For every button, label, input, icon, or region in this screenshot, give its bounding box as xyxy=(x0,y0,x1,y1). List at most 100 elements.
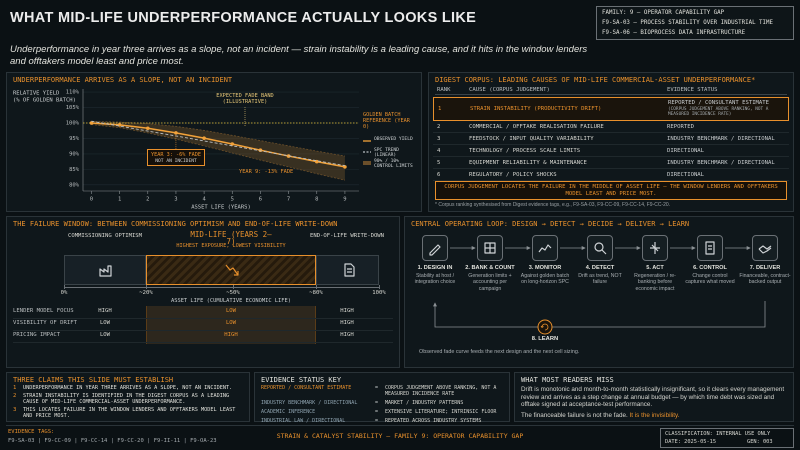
claim-text: STRAIN INSTABILITY IS IDENTIFIED IN THE … xyxy=(23,393,230,406)
cell-rank: 4 xyxy=(437,148,441,154)
step-icon-box xyxy=(642,235,668,261)
cell-rank: 5 xyxy=(437,160,441,166)
legend-label: OBSERVED YIELD xyxy=(374,137,413,142)
annotation: YEAR 3: -6% FADE xyxy=(151,152,201,158)
footer-rule xyxy=(6,425,794,426)
y-tick-label: 85% xyxy=(69,167,80,173)
row: 5 EQUIPMENT RELIABILITY & MAINTENANCE INDU… xyxy=(433,158,789,169)
row-value: HIGH xyxy=(340,320,354,326)
cell-status: DIRECTIONAL xyxy=(667,172,705,178)
conclusion-box: CORPUS JUDGEMENT LOCATES THE FAILURE IN … xyxy=(435,181,787,200)
timeline-tick xyxy=(146,285,147,289)
y-tick-label: 110% xyxy=(66,90,80,96)
annotation: YEAR 9: -13% FADE xyxy=(239,169,294,175)
timeline-axis xyxy=(64,287,379,288)
phase-segment xyxy=(64,255,146,285)
phase-title: END-OF-LIFE WRITE-DOWN xyxy=(309,233,385,239)
phase-subtitle: HIGHEST EXPOSURE, LOWEST VISIBILITY xyxy=(176,243,286,249)
data-point xyxy=(202,136,206,140)
step-label: 1. DESIGN IN xyxy=(417,265,453,271)
corpus-panel: DIGEST CORPUS: LEADING CAUSES OF MID-LIF… xyxy=(428,72,794,212)
annotation: NOT AN INCIDENT xyxy=(155,159,197,164)
key-status: INDUSTRY BENCHMARK / DIRECTIONAL xyxy=(261,400,358,406)
chart-panel: RELATIVE YIELD (% OF GOLDEN BATCH) 80% 85% 9… xyxy=(6,72,422,212)
step-label: 3. MONITOR xyxy=(528,265,562,271)
family-line: FAMILY: 9 — OPERATOR CAPABILITY GAP xyxy=(602,10,725,16)
phase-icon-glyph xyxy=(225,264,239,276)
row-value: HIGH xyxy=(340,308,354,314)
panel-title: UNDERPERFORMANCE ARRIVES AS A SLOPE, NOT… xyxy=(13,76,233,84)
y-tick-label: 100% xyxy=(66,121,80,127)
claim-text: THIS LOCATES FAILURE IN THE WINDOW LENDE… xyxy=(23,407,236,420)
date: DATE: 2025-05-15 xyxy=(665,439,717,445)
key-meaning: CORPUS JUDGEMENT ABOVE RANKING, NOT A ME… xyxy=(385,385,497,397)
step-label: 4. DETECT xyxy=(585,265,615,271)
data-point xyxy=(174,131,178,135)
reference-label: GOLDEN BATCH REFERENCE (YEAR 0) xyxy=(363,112,410,131)
step-text: Drift as trend, NOT failure xyxy=(578,273,622,286)
y-axis-note: (% OF GOLDEN BATCH) xyxy=(13,98,76,104)
chart: RELATIVE YIELD(% OF GOLDEN BATCH) 80% 85% 9… xyxy=(13,89,371,211)
x-tick-label: 1 xyxy=(118,197,121,203)
panel-title: THREE CLAIMS THIS SLIDE MUST ESTABLISH xyxy=(13,376,174,384)
paragraph: Drift is monotonic and month-to-month st… xyxy=(521,386,785,409)
step-icon-box xyxy=(477,235,503,261)
row-value: LOW xyxy=(99,320,111,326)
step-icon-box xyxy=(422,235,448,261)
cell-rank: 2 xyxy=(437,124,441,130)
column-header: RANK xyxy=(437,87,451,93)
closing-text: The financeable failure is not the fade. xyxy=(521,412,628,419)
learn-node xyxy=(537,319,553,335)
footer-center: STRAIN & CATALYST STABILITY — FAMILY 9: … xyxy=(276,432,524,440)
step-icon xyxy=(429,244,441,256)
x-tick-label: 5 xyxy=(231,197,234,203)
control-limit xyxy=(91,121,345,157)
y-tick-label: 95% xyxy=(69,136,80,142)
phase-title: MID-LIFE (YEARS 2–7) xyxy=(190,230,272,246)
cell-rank: 6 xyxy=(437,172,441,178)
row-rule xyxy=(13,330,393,331)
step-icon-glyph xyxy=(705,241,715,255)
key-panel: EVIDENCE STATUS KEY REPORTED / CONSULTAN… xyxy=(254,372,510,424)
step-icon xyxy=(650,242,660,254)
step-text: Stability at host / integration choice xyxy=(414,273,456,286)
data-point xyxy=(230,142,235,146)
cell-status: REPORTED xyxy=(667,124,694,130)
y-axis-label: RELATIVE YIELD xyxy=(13,91,59,97)
y-tick-label: 90% xyxy=(69,151,80,157)
step-text: Financeable, contract-backed output xyxy=(739,273,791,286)
legend-label: 90% / 10% CONTROL LIMITS xyxy=(374,159,413,170)
tags: F9-SA-03 | F9-CC-09 | F9-CC-14 | F9-CC-2… xyxy=(8,438,217,444)
cell-status: DIRECTIONAL xyxy=(667,148,705,154)
mid-highlight xyxy=(146,306,316,344)
step-icon-box xyxy=(587,235,613,261)
cell-cause: FEEDSTOCK / INPUT QUALITY VARIABILITY xyxy=(469,136,594,142)
cell-status: REPORTED / CONSULTANT ESTIMATE xyxy=(668,100,770,106)
step-icon-box xyxy=(752,235,778,261)
row: 4 TECHNOLOGY / PROCESS SCALE LIMITS DIRECT… xyxy=(433,146,789,157)
step-label: 6. CONTROL xyxy=(693,265,727,271)
cell-cause: REGULATORY / POLICY SHOCKS xyxy=(469,172,557,178)
key-status: INDUSTRIAL LAW / DIRECTIONAL xyxy=(261,418,346,424)
row: 6 REGULATORY / POLICY SHOCKS DIRECTIONAL xyxy=(433,170,789,181)
phase-title: COMMISSIONING OPTIMISM xyxy=(67,233,143,239)
row-highlight: 1 STRAIN INSTABILITY (PRODUCTIVITY DRIFT)… xyxy=(433,97,789,121)
closing-emphasis: It is the invisibility. xyxy=(629,412,680,419)
step-label: 7. DELIVER xyxy=(749,265,781,271)
cell-cause: EQUIPMENT RELIABILITY & MAINTENANCE xyxy=(469,160,587,166)
x-tick-label: 6 xyxy=(259,197,262,203)
family-box: FAMILY: 9 — OPERATOR CAPABILITY GAP F9-SA… xyxy=(596,6,794,40)
step-label: 5. ACT xyxy=(646,265,664,271)
phase-icon-glyph xyxy=(99,265,112,277)
conclusion: CORPUS JUDGEMENT LOCATES THE FAILURE IN … xyxy=(444,184,778,197)
timeline-tick xyxy=(379,285,380,289)
key-separator: = xyxy=(375,418,379,424)
step-icon-glyph xyxy=(538,244,552,253)
step-icon xyxy=(538,244,552,253)
timeline-tick xyxy=(233,285,234,289)
series-line xyxy=(91,120,345,167)
step-icon-glyph xyxy=(429,244,441,256)
key-separator: = xyxy=(375,400,379,406)
step-text: Change control captures what moved xyxy=(685,273,735,286)
cell-rank: 1 xyxy=(438,106,442,112)
